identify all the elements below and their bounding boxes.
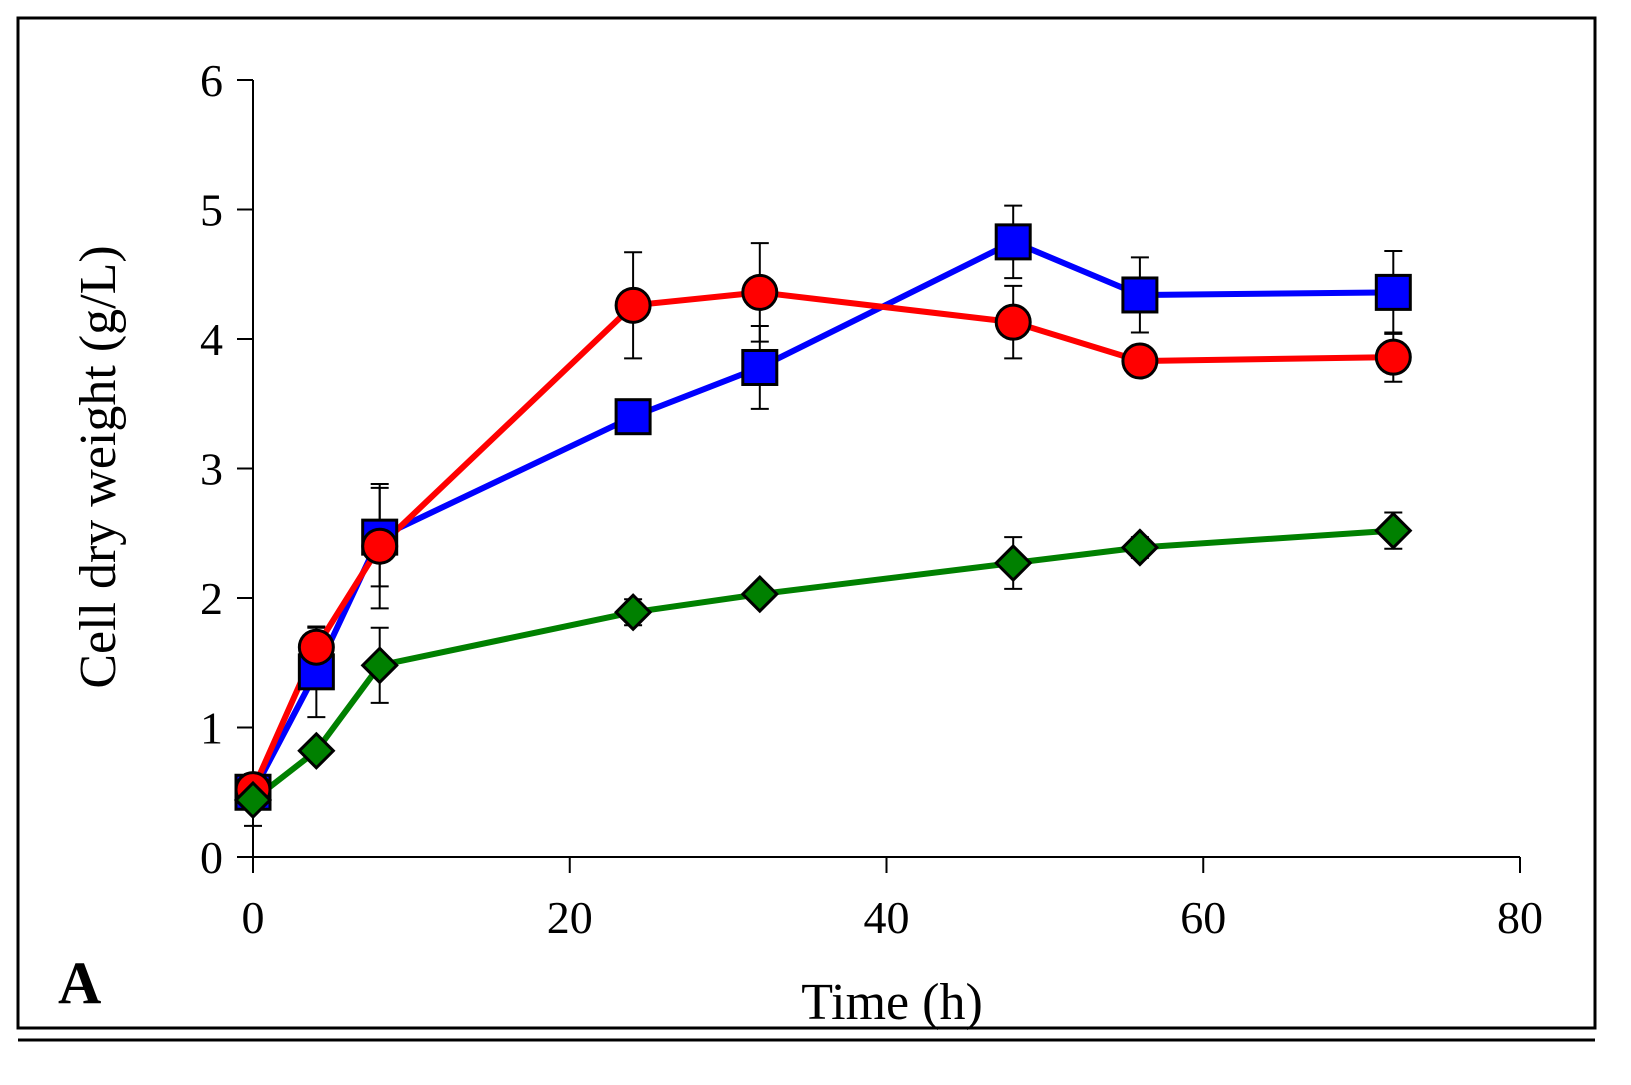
data-point <box>233 780 273 820</box>
data-point <box>1374 511 1413 550</box>
data-point <box>360 646 399 685</box>
series-markers-0 <box>234 273 1412 809</box>
data-point <box>741 273 779 311</box>
data-point <box>1120 528 1160 567</box>
data-point <box>1121 276 1159 314</box>
y-axis-title: Cell dry weight (g/L) <box>70 245 127 688</box>
data-point <box>994 303 1032 341</box>
y-tick-label: 6 <box>200 55 223 106</box>
data-point <box>614 398 652 436</box>
panel-label: A <box>58 950 101 1016</box>
data-point <box>741 348 779 386</box>
x-tick-label: 60 <box>1180 892 1226 943</box>
series-layer <box>233 204 1413 827</box>
y-tick-label: 5 <box>200 185 223 236</box>
x-tick-label: 80 <box>1497 892 1543 943</box>
series-line-0 <box>250 289 1394 791</box>
data-point <box>297 628 335 666</box>
data-point <box>297 731 336 770</box>
x-tick-label: 0 <box>242 892 265 943</box>
series-line-2 <box>251 527 1394 803</box>
x-axis-title: Time (h) <box>801 974 983 1031</box>
data-point <box>1374 273 1412 311</box>
y-tick-label: 3 <box>200 444 223 495</box>
data-point <box>614 286 652 324</box>
data-point <box>994 223 1032 261</box>
y-tick-label: 1 <box>200 703 223 754</box>
y-tick-label: 0 <box>200 832 223 883</box>
data-point <box>361 527 399 565</box>
chart-frame <box>16 16 1597 1030</box>
data-point <box>1121 342 1159 380</box>
series-markers-2 <box>233 511 1413 820</box>
data-point <box>1374 338 1412 376</box>
data-point <box>613 593 653 632</box>
y-tick-label: 4 <box>200 314 223 365</box>
data-point <box>740 574 779 614</box>
data-point <box>994 543 1033 583</box>
x-tick-label: 20 <box>547 892 593 943</box>
y-tick-label: 2 <box>200 573 223 624</box>
x-tick-label: 40 <box>864 892 910 943</box>
